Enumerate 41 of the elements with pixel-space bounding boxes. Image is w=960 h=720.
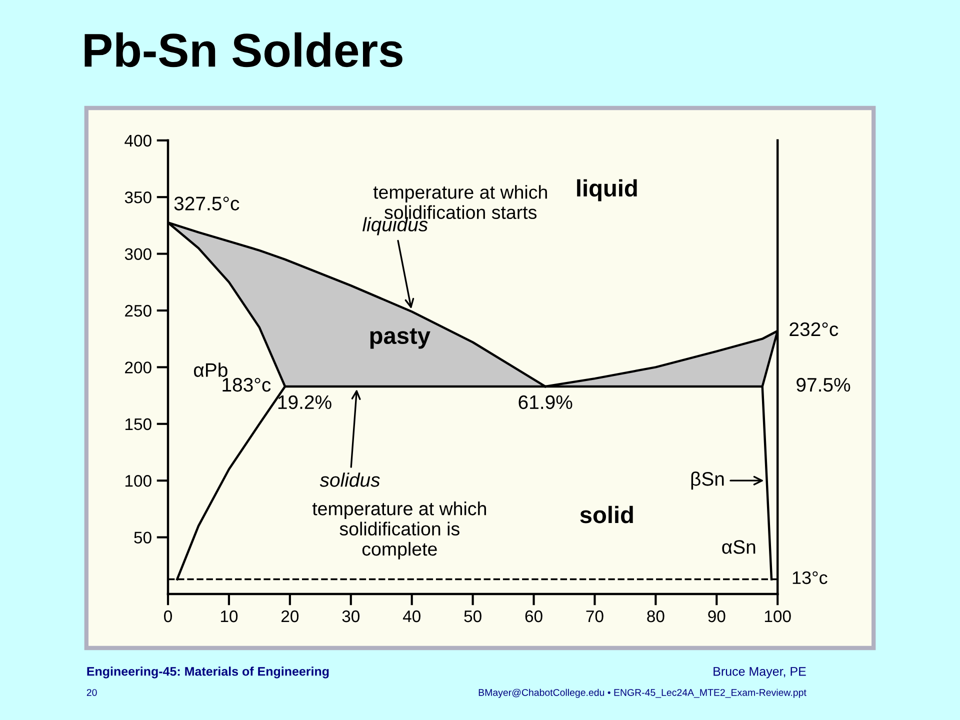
y-tick-label: 250	[125, 304, 152, 317]
annotation: αPb	[194, 362, 228, 377]
annotation: αSn	[722, 540, 756, 554]
x-tick-label: 0	[164, 610, 172, 622]
y-tick-label: 400	[124, 134, 152, 147]
annotation: 327.5°c	[174, 196, 240, 210]
annotation: 19.2%	[278, 395, 332, 410]
y-tick-label: 50	[134, 532, 152, 544]
y-tick-label: 300	[124, 248, 152, 260]
annotation: temperature at which solidification starts	[373, 185, 547, 220]
y-tick-label: 350	[124, 192, 152, 204]
x-tick-label: 60	[525, 610, 542, 622]
annotation: 183°c	[222, 378, 271, 392]
annotation: solid	[580, 506, 633, 524]
annotation: 61.9%	[518, 395, 572, 410]
annotation: solidus	[320, 472, 380, 487]
y-tick-label: 200	[125, 362, 152, 374]
x-tick-label: 40	[402, 610, 420, 622]
annotation: liquid	[577, 179, 637, 202]
text: Bruce Mayer, PE	[714, 667, 806, 678]
x-tick-label: 100	[764, 610, 791, 622]
x-tick-label: 30	[342, 610, 360, 622]
annotation: 232°c	[790, 322, 838, 336]
x-tick-label: 90	[708, 610, 726, 622]
annotation: temperature at which solidification is complete	[312, 502, 486, 560]
annotation: βSn	[691, 472, 724, 490]
text: 20	[86, 689, 97, 696]
ref-line-label: 13°c	[792, 571, 828, 584]
annotation: 97.5%	[796, 378, 850, 392]
x-tick-label: 10	[220, 610, 238, 622]
text: Engineering-45: Materials of Engineering	[87, 666, 329, 678]
chart-title: Pb-Sn Solders	[84, 32, 402, 68]
x-tick-label: 80	[647, 610, 664, 622]
annotation: pasty	[370, 328, 430, 349]
y-tick-label: 150	[125, 418, 152, 430]
y-tick-label: 100	[125, 475, 152, 487]
x-tick-label: 50	[464, 610, 482, 622]
annotation: liquidus	[362, 217, 428, 236]
text: BMayer@ChabotCollege.edu • ENGR-45_Lec24A_MTE2_Exam-Review.ppt	[478, 688, 806, 698]
x-tick-label: 70	[586, 610, 604, 622]
x-tick-label: 20	[281, 610, 299, 622]
